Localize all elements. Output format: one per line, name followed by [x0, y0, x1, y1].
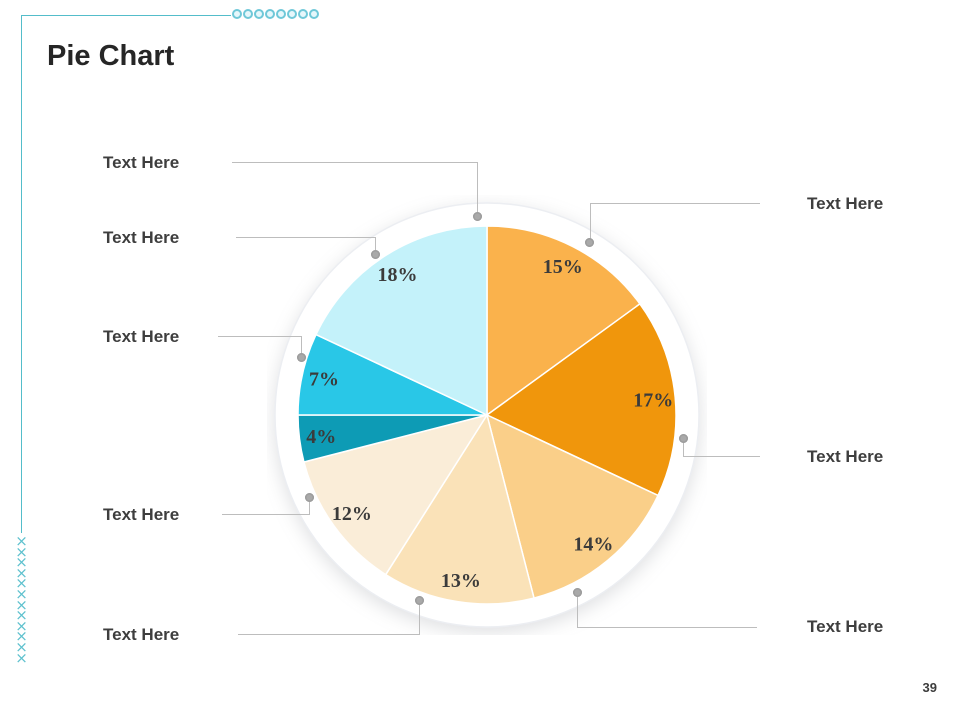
- text-placeholder: Text Here: [103, 228, 180, 247]
- pie-slice-value-label: 4%: [306, 426, 336, 448]
- text-placeholder: Text Here: [807, 194, 884, 213]
- pie-slice-12pct: [303, 414, 488, 576]
- page-number: 39: [922, 680, 937, 695]
- x-marks-decoration: × × × × × × × × × × × ×: [15, 532, 28, 667]
- anchor-dot: [473, 212, 482, 221]
- leader-line-horizontal: [577, 627, 757, 628]
- text-placeholder: Text Here: [103, 327, 180, 346]
- leader-line-vertical: [477, 162, 478, 214]
- accent-line-vertical: [21, 15, 22, 533]
- leader-line-horizontal: [222, 514, 310, 515]
- leader-line-horizontal: [236, 237, 376, 238]
- circle-icon: [276, 9, 286, 19]
- leader-line-vertical: [309, 500, 310, 515]
- pie-slice-17pct: [486, 303, 677, 497]
- pie-slice-value-label: 14%: [573, 534, 613, 556]
- leader-line-horizontal: [232, 162, 478, 163]
- leader-line-vertical: [590, 203, 591, 241]
- leader-line-vertical: [683, 442, 684, 457]
- pie-slice-15pct: [486, 225, 641, 416]
- page-title: Pie Chart: [47, 40, 175, 72]
- circle-icon: [287, 9, 297, 19]
- leader-line-horizontal: [238, 634, 420, 635]
- pie-slice-14pct: [486, 414, 659, 599]
- anchor-dot: [305, 493, 314, 502]
- text-placeholder: Text Here: [807, 617, 884, 636]
- pie-slice-value-label: 7%: [309, 369, 339, 391]
- text-placeholder: Text Here: [103, 153, 180, 172]
- anchor-dot: [415, 596, 424, 605]
- leader-line-horizontal: [683, 456, 760, 457]
- anchor-dot: [573, 588, 582, 597]
- pie-slice-18pct: [315, 225, 488, 416]
- anchor-dot: [585, 238, 594, 247]
- leader-line-vertical: [577, 596, 578, 628]
- circle-icon: [265, 9, 275, 19]
- pie-slice-value-label: 13%: [441, 570, 481, 592]
- circle-icon: [243, 9, 253, 19]
- pie-slice-value-label: 15%: [543, 256, 583, 278]
- anchor-dot: [297, 353, 306, 362]
- leader-line-vertical: [301, 336, 302, 356]
- pie-chart: 15% 17% 14% 13% 12% 4% 7% 18%: [267, 195, 707, 635]
- leader-line-horizontal: [218, 336, 302, 337]
- dots-decoration: [232, 9, 319, 19]
- text-placeholder: Text Here: [807, 447, 884, 466]
- pie-slice-value-label: 12%: [332, 503, 372, 525]
- pie-slice-value-label: 18%: [378, 264, 418, 286]
- text-placeholder: Text Here: [103, 505, 180, 524]
- circle-icon: [298, 9, 308, 19]
- circle-icon: [309, 9, 319, 19]
- circle-icon: [232, 9, 242, 19]
- leader-line-vertical: [419, 604, 420, 635]
- pie-slice-13pct: [384, 414, 535, 605]
- anchor-dot: [371, 250, 380, 259]
- leader-line-horizontal: [590, 203, 760, 204]
- pie-chart-svg: 15% 17% 14% 13% 12% 4% 7% 18%: [274, 202, 700, 628]
- text-placeholder: Text Here: [103, 625, 180, 644]
- anchor-dot: [679, 434, 688, 443]
- pie-slice-value-label: 17%: [633, 389, 673, 411]
- accent-line-horizontal: [21, 15, 231, 16]
- circle-icon: [254, 9, 264, 19]
- leader-line-vertical: [375, 237, 376, 253]
